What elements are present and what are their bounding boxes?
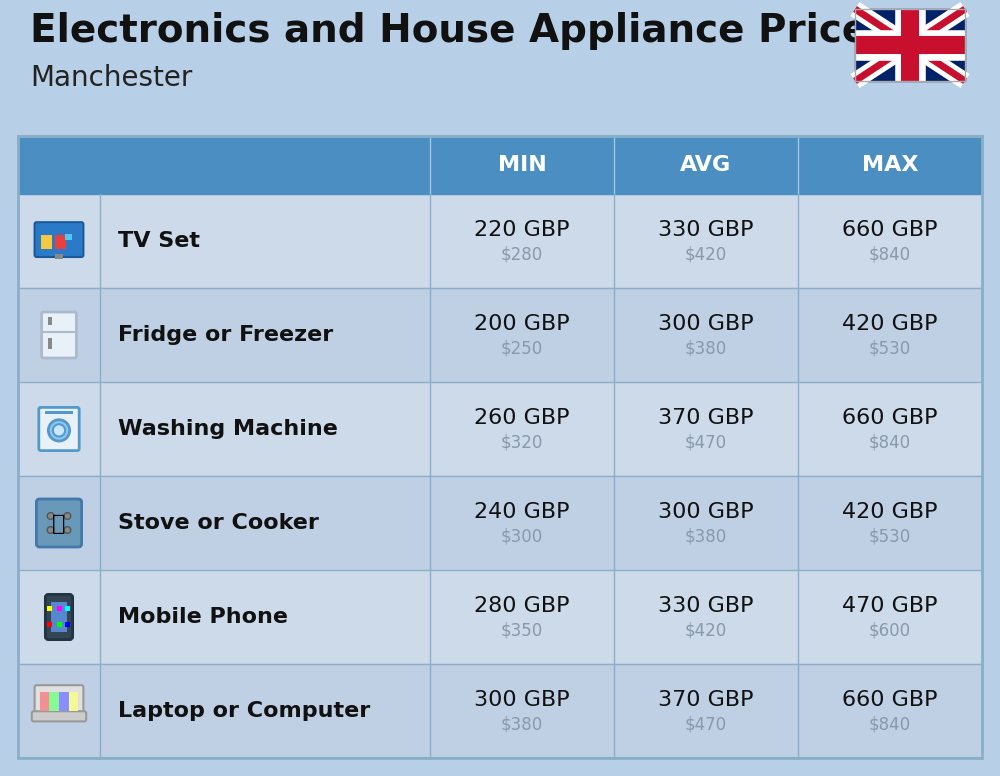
Text: $380: $380: [685, 528, 727, 546]
FancyBboxPatch shape: [32, 712, 86, 722]
Text: Fridge or Freezer: Fridge or Freezer: [118, 325, 333, 345]
Bar: [18, 570, 982, 664]
Bar: [47, 605, 52, 611]
FancyBboxPatch shape: [35, 685, 83, 715]
Text: 280 GBP: 280 GBP: [474, 596, 570, 616]
Text: $470: $470: [685, 434, 727, 452]
Text: $840: $840: [869, 716, 911, 734]
Text: Manchester: Manchester: [30, 64, 192, 92]
FancyBboxPatch shape: [35, 222, 83, 257]
Bar: [65, 605, 70, 611]
Text: 330 GBP: 330 GBP: [658, 596, 754, 616]
Text: 200 GBP: 200 GBP: [474, 314, 570, 334]
Text: 420 GBP: 420 GBP: [842, 314, 938, 334]
Bar: [59, 692, 69, 711]
Text: 660 GBP: 660 GBP: [842, 220, 938, 240]
Text: 220 GBP: 220 GBP: [474, 220, 570, 240]
Bar: [18, 136, 982, 194]
Bar: [45, 411, 73, 414]
Bar: [41, 235, 52, 249]
Bar: [48, 338, 52, 349]
Text: MIN: MIN: [498, 155, 546, 175]
FancyBboxPatch shape: [39, 407, 79, 451]
Text: Electronics and House Appliance Prices: Electronics and House Appliance Prices: [30, 12, 891, 50]
Text: $420: $420: [685, 246, 727, 264]
Text: 470 GBP: 470 GBP: [842, 596, 938, 616]
Circle shape: [47, 513, 54, 519]
Circle shape: [48, 420, 70, 441]
Bar: [40, 692, 78, 711]
Text: $300: $300: [501, 528, 543, 546]
Circle shape: [64, 513, 71, 519]
Bar: [18, 194, 100, 288]
Text: 300 GBP: 300 GBP: [658, 502, 754, 522]
Bar: [18, 664, 100, 758]
Bar: [855, 9, 965, 81]
Text: Mobile Phone: Mobile Phone: [118, 607, 288, 627]
Text: 660 GBP: 660 GBP: [842, 690, 938, 710]
Bar: [18, 382, 982, 476]
Bar: [18, 664, 982, 758]
Bar: [55, 235, 66, 249]
Text: 660 GBP: 660 GBP: [842, 408, 938, 428]
Text: $380: $380: [685, 340, 727, 358]
Text: 300 GBP: 300 GBP: [474, 690, 570, 710]
Text: $600: $600: [869, 622, 911, 640]
Bar: [48, 317, 52, 325]
Bar: [57, 622, 62, 627]
Bar: [18, 382, 100, 476]
Bar: [47, 622, 52, 627]
Bar: [18, 570, 100, 664]
Bar: [18, 476, 982, 570]
FancyBboxPatch shape: [42, 312, 76, 358]
Text: $840: $840: [869, 434, 911, 452]
Bar: [49, 692, 59, 711]
Text: MAX: MAX: [862, 155, 918, 175]
Text: 240 GBP: 240 GBP: [474, 502, 570, 522]
Bar: [855, 9, 965, 81]
Text: Stove or Cooker: Stove or Cooker: [118, 513, 319, 533]
Bar: [65, 622, 70, 627]
Text: $280: $280: [501, 246, 543, 264]
Text: 370 GBP: 370 GBP: [658, 408, 754, 428]
Bar: [65, 234, 72, 240]
Text: $530: $530: [869, 528, 911, 546]
Text: Washing Machine: Washing Machine: [118, 419, 338, 439]
Bar: [18, 288, 982, 382]
Bar: [51, 601, 67, 632]
Text: $250: $250: [501, 340, 543, 358]
Text: $350: $350: [501, 622, 543, 640]
Bar: [57, 605, 62, 611]
Bar: [18, 476, 100, 570]
Text: 260 GBP: 260 GBP: [474, 408, 570, 428]
Text: $840: $840: [869, 246, 911, 264]
Bar: [18, 136, 982, 758]
Text: 370 GBP: 370 GBP: [658, 690, 754, 710]
Bar: [40, 692, 49, 711]
Bar: [55, 254, 63, 259]
Circle shape: [64, 527, 71, 533]
Text: $420: $420: [685, 622, 727, 640]
Text: $470: $470: [685, 716, 727, 734]
FancyBboxPatch shape: [45, 594, 73, 639]
FancyBboxPatch shape: [36, 499, 82, 547]
Text: 300 GBP: 300 GBP: [658, 314, 754, 334]
Text: 420 GBP: 420 GBP: [842, 502, 938, 522]
Text: 330 GBP: 330 GBP: [658, 220, 754, 240]
Circle shape: [53, 424, 65, 437]
Circle shape: [47, 527, 54, 533]
Text: AVG: AVG: [680, 155, 732, 175]
Bar: [18, 194, 982, 288]
Text: Laptop or Computer: Laptop or Computer: [118, 701, 370, 721]
Bar: [69, 692, 78, 711]
Bar: [18, 288, 100, 382]
Text: TV Set: TV Set: [118, 231, 200, 251]
Text: 🔥: 🔥: [52, 514, 66, 535]
Text: $320: $320: [501, 434, 543, 452]
Text: $530: $530: [869, 340, 911, 358]
Text: $380: $380: [501, 716, 543, 734]
